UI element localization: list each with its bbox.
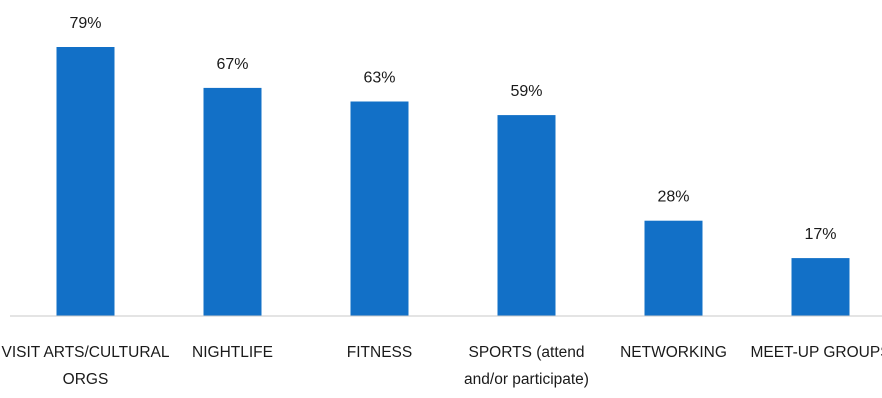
bar (497, 115, 556, 316)
category-tick-label: NIGHTLIFE (192, 344, 273, 361)
bars-group (56, 47, 850, 317)
category-tick-label: FITNESS (347, 344, 412, 361)
category-tick-label: SPORTS (attend (468, 344, 584, 361)
bar-value-label: 28% (657, 189, 689, 206)
value-labels-group: 79% 67% 63% 59% 28% 17% (69, 15, 836, 243)
bar-value-label: 59% (510, 83, 542, 100)
category-tick-label: ORGS (63, 371, 109, 388)
bar (644, 220, 703, 316)
category-tick-label: NETWORKING (620, 344, 727, 361)
bar (350, 101, 409, 316)
bar-value-label: 63% (363, 70, 395, 87)
bar-value-label: 67% (216, 56, 248, 73)
category-tick-label: VISIT ARTS/CULTURAL (2, 344, 170, 361)
bar-value-label: 79% (69, 15, 101, 32)
bar-value-label: 17% (804, 226, 836, 243)
bar (56, 47, 115, 316)
category-tick-label: and/or participate) (464, 371, 589, 388)
bar (791, 258, 850, 316)
category-tick-label: MEET-UP GROUPS (750, 344, 882, 361)
category-labels-group: VISIT ARTS/CULTURAL ORGS NIGHTLIFE FITNESS S… (2, 344, 882, 388)
bar (203, 87, 262, 317)
